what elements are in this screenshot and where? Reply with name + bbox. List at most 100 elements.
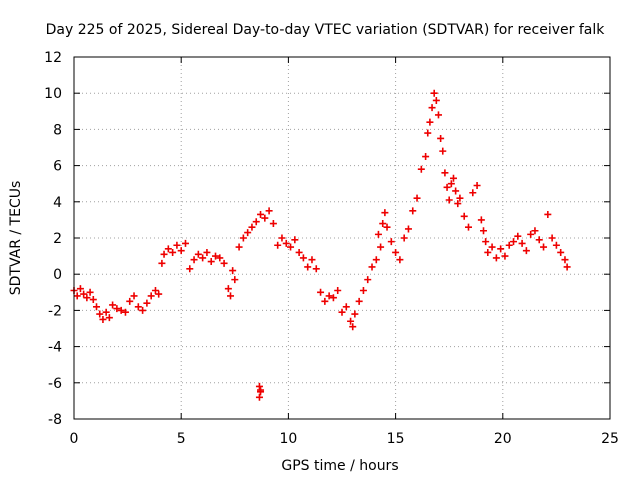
data-point bbox=[220, 259, 228, 267]
data-point bbox=[216, 254, 224, 262]
data-point bbox=[557, 248, 565, 256]
data-point bbox=[308, 256, 316, 264]
data-point bbox=[312, 265, 320, 273]
y-tick-label: 0 bbox=[53, 267, 62, 283]
y-tick-label: 10 bbox=[44, 86, 62, 102]
data-point bbox=[139, 306, 147, 314]
data-point bbox=[261, 214, 269, 222]
data-point bbox=[224, 285, 232, 293]
data-point bbox=[291, 236, 299, 244]
data-point bbox=[282, 239, 290, 247]
data-point bbox=[126, 297, 134, 305]
data-point bbox=[377, 243, 385, 251]
data-point bbox=[417, 165, 425, 173]
data-point bbox=[73, 292, 81, 300]
data-point bbox=[257, 386, 265, 394]
data-point bbox=[531, 227, 539, 235]
data-point bbox=[488, 243, 496, 251]
data-point bbox=[364, 276, 372, 284]
data-point bbox=[477, 216, 485, 224]
data-point bbox=[164, 245, 172, 253]
x-tick-label: 0 bbox=[70, 431, 79, 447]
y-tick-label: 2 bbox=[53, 231, 62, 247]
data-point bbox=[278, 234, 286, 242]
data-point bbox=[158, 259, 166, 267]
chart-title: Day 225 of 2025, Sidereal Day-to-day VTE… bbox=[46, 22, 606, 38]
y-tick-label: 6 bbox=[53, 159, 62, 175]
x-axis-label: GPS time / hours bbox=[281, 458, 398, 474]
data-point bbox=[480, 227, 488, 235]
data-point bbox=[173, 241, 181, 249]
data-point bbox=[83, 294, 91, 302]
data-point bbox=[432, 96, 440, 104]
y-tick-label: -2 bbox=[48, 303, 62, 319]
data-point bbox=[372, 256, 380, 264]
data-point bbox=[338, 308, 346, 316]
data-point bbox=[121, 308, 129, 316]
data-point bbox=[409, 207, 417, 215]
data-point bbox=[544, 210, 552, 218]
data-point bbox=[239, 234, 247, 242]
data-point bbox=[469, 189, 477, 197]
data-point bbox=[561, 256, 569, 264]
data-point bbox=[368, 263, 376, 271]
data-point bbox=[99, 315, 107, 323]
data-point bbox=[130, 292, 138, 300]
data-point bbox=[80, 290, 88, 298]
data-point bbox=[199, 254, 207, 262]
data-point bbox=[379, 220, 387, 228]
data-point bbox=[460, 212, 468, 220]
data-point bbox=[295, 248, 303, 256]
data-point bbox=[321, 297, 329, 305]
data-point bbox=[454, 200, 462, 208]
data-point bbox=[505, 241, 513, 249]
data-point bbox=[355, 297, 363, 305]
data-point bbox=[203, 248, 211, 256]
data-point bbox=[443, 183, 451, 191]
y-tick-label: 4 bbox=[53, 195, 62, 211]
data-point bbox=[134, 303, 142, 311]
data-point bbox=[160, 250, 168, 258]
data-point bbox=[274, 241, 282, 249]
axis-ticks: -8 -6 -4 -2 0 2 4 6 8 10 12 0 5 10 15 20 25 bbox=[44, 50, 619, 447]
plot-frame bbox=[73, 56, 611, 420]
data-point bbox=[287, 243, 295, 251]
data-point bbox=[151, 286, 159, 294]
data-point bbox=[428, 104, 436, 112]
data-point bbox=[404, 225, 412, 233]
data-point bbox=[501, 252, 509, 260]
data-point bbox=[349, 323, 357, 331]
data-point bbox=[342, 303, 350, 311]
data-point bbox=[351, 310, 359, 318]
data-point bbox=[359, 286, 367, 294]
data-point bbox=[304, 263, 312, 271]
data-point bbox=[540, 243, 548, 251]
data-point bbox=[374, 230, 382, 238]
data-point bbox=[426, 118, 434, 126]
data-point bbox=[93, 303, 101, 311]
data-point bbox=[535, 236, 543, 244]
data-point bbox=[244, 229, 252, 237]
y-axis-label: SDTVAR / TECUs bbox=[8, 181, 24, 296]
x-tick-label: 5 bbox=[177, 431, 186, 447]
data-point bbox=[177, 247, 185, 255]
data-point bbox=[329, 294, 337, 302]
data-point bbox=[447, 180, 455, 188]
data-point bbox=[434, 111, 442, 119]
data-point bbox=[464, 223, 472, 231]
data-point bbox=[86, 288, 94, 296]
data-point bbox=[400, 234, 408, 242]
data-point bbox=[456, 194, 464, 202]
data-point bbox=[527, 230, 535, 238]
data-point bbox=[492, 254, 500, 262]
x-tick-label: 15 bbox=[387, 431, 405, 447]
data-point bbox=[424, 129, 432, 137]
data-point bbox=[548, 234, 556, 242]
y-tick-label: 8 bbox=[53, 122, 62, 138]
x-tick-label: 10 bbox=[279, 431, 297, 447]
y-tick-label: 12 bbox=[44, 50, 62, 66]
data-point bbox=[265, 207, 273, 215]
data-point bbox=[441, 169, 449, 177]
data-point bbox=[482, 238, 490, 246]
